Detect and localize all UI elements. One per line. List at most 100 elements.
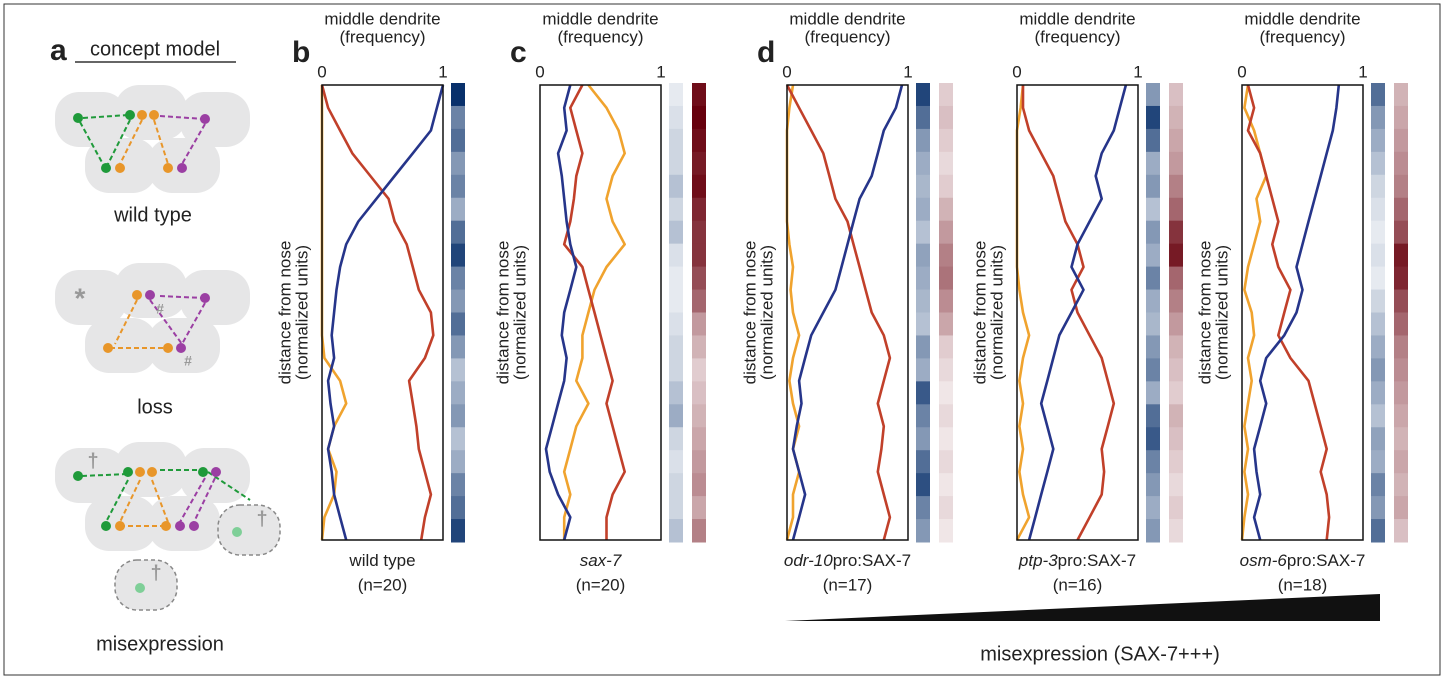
heatmap-cell xyxy=(692,105,706,130)
x-tick-label: 0 xyxy=(1012,62,1021,81)
heatmap-cell xyxy=(451,220,465,245)
heatmap-cell xyxy=(916,289,930,313)
heatmap-cell xyxy=(1146,151,1160,176)
heatmap-cell xyxy=(1394,427,1408,451)
heatmap-cell xyxy=(939,496,953,520)
frame xyxy=(3,3,1441,676)
heatmap-cell xyxy=(1371,450,1385,474)
heatmap-cell xyxy=(1394,450,1408,474)
heatmap-cell xyxy=(451,289,465,313)
heatmap-cell xyxy=(692,312,706,336)
heatmap-cell xyxy=(1394,496,1408,520)
heatmap-cell xyxy=(451,427,465,451)
heatmap-cell xyxy=(1371,128,1385,153)
plot-frame xyxy=(539,84,662,541)
heatmap-cell xyxy=(692,128,706,153)
heatmap-cell xyxy=(451,404,465,428)
heatmap-cell xyxy=(1169,335,1183,359)
plot-frame xyxy=(1016,84,1139,541)
heatmap-cell xyxy=(916,197,930,222)
heatmap-cell xyxy=(692,289,706,313)
caption-italic: odr-10 xyxy=(784,551,833,570)
heatmap-cell xyxy=(451,174,465,199)
heatmap-cell xyxy=(669,358,683,382)
panel-letter: d xyxy=(757,36,775,69)
heatmap-cell xyxy=(1394,243,1408,268)
heatmap-cell xyxy=(451,450,465,474)
heatmap-cell xyxy=(1146,335,1160,359)
heatmap-cell xyxy=(1371,473,1385,497)
heatmap-cell xyxy=(916,151,930,176)
heatmap-cell xyxy=(692,496,706,520)
sample-size: (n=16) xyxy=(1053,575,1103,594)
heatmap-cell xyxy=(669,243,683,268)
heatmap-cell xyxy=(669,105,683,130)
heatmap-cell xyxy=(939,289,953,313)
heatmap-cell xyxy=(939,335,953,359)
heatmap-cell xyxy=(451,243,465,268)
axis-title: (frequency) xyxy=(340,27,426,46)
group-label: wild type xyxy=(113,204,192,226)
heatmap-cell xyxy=(692,404,706,428)
heatmap-cell xyxy=(939,473,953,497)
heatmap-cell xyxy=(1146,381,1160,405)
axis-title: middle dendrite xyxy=(1244,9,1360,28)
y-axis-label: distance from nose xyxy=(493,241,512,385)
heatmap-cell xyxy=(916,174,930,199)
heatmap-cell xyxy=(916,519,930,543)
concept-title: concept model xyxy=(90,38,220,60)
heatmap-cell xyxy=(916,358,930,382)
heatmap-cell xyxy=(669,83,683,107)
heatmap-cell xyxy=(1169,450,1183,474)
heatmap-cell xyxy=(669,335,683,359)
heatmap-cell xyxy=(939,83,953,107)
heatmap-cell xyxy=(939,266,953,291)
heatmap-cell xyxy=(1146,496,1160,520)
heatmap-cell xyxy=(692,335,706,359)
heatmap-cell xyxy=(1371,358,1385,382)
heatmap-cell xyxy=(939,358,953,382)
caption-text: pro:SAX-7 xyxy=(833,551,911,570)
heatmap-cell xyxy=(669,266,683,291)
heatmap-cell xyxy=(1371,496,1385,520)
y-axis-label: (normalized units) xyxy=(987,245,1006,380)
caption: wild type xyxy=(348,551,415,570)
x-tick-label: 1 xyxy=(903,62,912,81)
heatmap-cell xyxy=(916,335,930,359)
heatmap-cell xyxy=(1146,427,1160,451)
heatmap-cell xyxy=(692,266,706,291)
heatmap-cell xyxy=(1169,174,1183,199)
heatmap-cell xyxy=(939,450,953,474)
axis-title: (frequency) xyxy=(1260,27,1346,46)
heatmap-cell xyxy=(692,197,706,222)
line xyxy=(1015,84,1031,541)
sample-size: (n=17) xyxy=(823,575,873,594)
heatmap-cell xyxy=(669,289,683,313)
heatmap-cell xyxy=(1394,473,1408,497)
heatmap-cell xyxy=(692,519,706,543)
heatmap-cell xyxy=(939,197,953,222)
heatmap-cell xyxy=(1371,335,1385,359)
line xyxy=(785,84,892,541)
caption-italic: osm-6 xyxy=(1240,551,1288,570)
heatmap-cell xyxy=(1371,404,1385,428)
y-axis-label: (normalized units) xyxy=(510,245,529,380)
heatmap-cell xyxy=(669,427,683,451)
heatmap-cell xyxy=(916,266,930,291)
heatmap-cell xyxy=(1371,289,1385,313)
heatmap-cell xyxy=(1169,243,1183,268)
heatmap-cell xyxy=(916,404,930,428)
plot-frame xyxy=(786,84,909,541)
axis-title: (frequency) xyxy=(805,27,891,46)
heatmap-cell xyxy=(451,197,465,222)
group-label: loss xyxy=(137,396,173,418)
caption-text: pro:SAX-7 xyxy=(1287,551,1365,570)
caption-text: pro:SAX-7 xyxy=(1058,551,1136,570)
heatmap-cell xyxy=(1394,358,1408,382)
line xyxy=(1240,84,1268,541)
axis-title: middle dendrite xyxy=(789,9,905,28)
heatmap-cell xyxy=(669,151,683,176)
heatmap-cell xyxy=(1146,197,1160,222)
heatmap-cell xyxy=(451,473,465,497)
